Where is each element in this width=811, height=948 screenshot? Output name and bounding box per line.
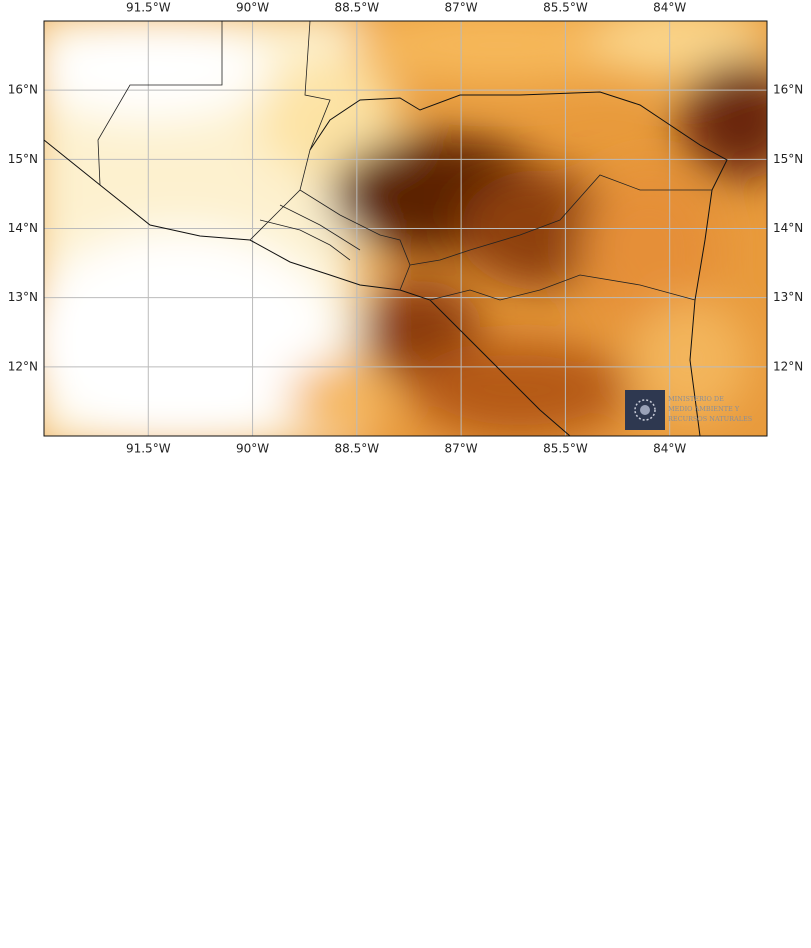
logo-line: MINISTERIO DE [668, 395, 724, 403]
reflection [8, 485, 804, 941]
lon-label-bottom: 84°W [653, 442, 686, 456]
lon-label-top: 91.5°W [126, 1, 171, 15]
lat-label-left: 12°N [8, 359, 38, 373]
coastlines [44, 21, 728, 436]
lon-label-top: 90°W [236, 1, 269, 15]
lon-label-bottom: 85.5°W [543, 442, 588, 456]
map-panel: MINISTERIO DE MEDIO AMBIENTE Y RECURSOS … [8, 1, 804, 456]
logo-line: MEDIO AMBIENTE Y [668, 405, 740, 413]
lat-label-right: 15°N [773, 152, 803, 166]
lat-label-right: 16°N [773, 83, 803, 97]
lat-label-right: 13°N [773, 290, 803, 304]
logo: MINISTERIO DE MEDIO AMBIENTE Y RECURSOS … [625, 390, 752, 430]
lon-label-top: 88.5°W [335, 1, 380, 15]
lon-label-top: 87°W [445, 1, 478, 15]
lat-label-left: 15°N [8, 152, 38, 166]
lat-label-right: 12°N [773, 359, 803, 373]
lon-label-bottom: 90°W [236, 442, 269, 456]
lat-label-left: 16°N [8, 83, 38, 97]
lat-label-left: 14°N [8, 221, 38, 235]
map-frame [43, 20, 768, 437]
lon-label-bottom: 91.5°W [126, 442, 171, 456]
lat-label-left: 13°N [8, 290, 38, 304]
lon-label-top: 84°W [653, 1, 686, 15]
field [44, 21, 767, 436]
lon-label-top: 85.5°W [543, 1, 588, 15]
lon-label-bottom: 87°W [445, 442, 478, 456]
logo-stars [634, 399, 656, 421]
logo-seal [640, 405, 650, 415]
lat-label-right: 14°N [773, 221, 803, 235]
lon-label-bottom: 88.5°W [335, 442, 380, 456]
logo-line: RECURSOS NATURALES [668, 415, 752, 423]
